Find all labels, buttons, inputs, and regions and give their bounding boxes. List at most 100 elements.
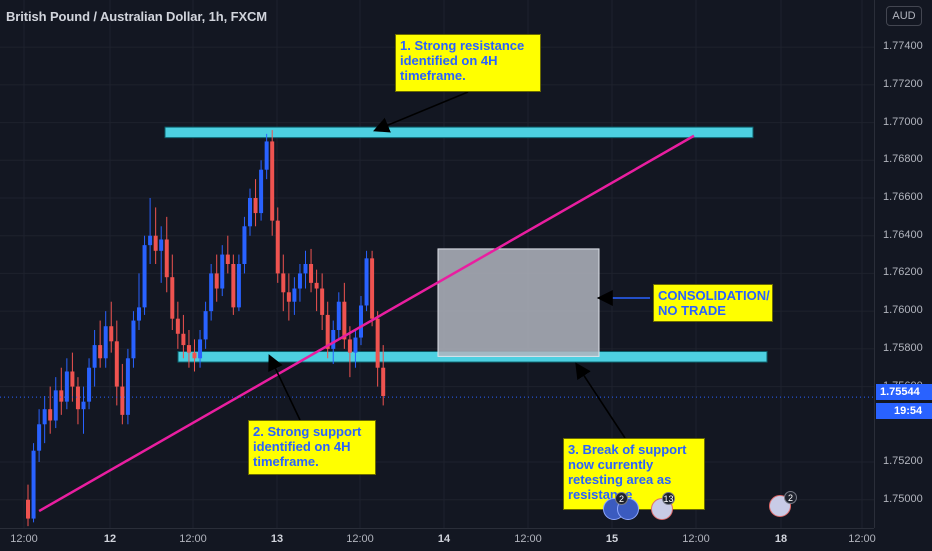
candle-body (142, 245, 147, 308)
candle (225, 235, 230, 274)
candle-body (59, 390, 64, 402)
candle (264, 133, 269, 180)
candle (248, 188, 252, 236)
candle (37, 409, 42, 462)
candle-body (375, 318, 380, 368)
zones-layer (164, 126, 768, 363)
candle (192, 339, 197, 372)
break-arrow (575, 362, 626, 439)
candle-body (275, 220, 280, 274)
candle (53, 377, 58, 429)
price-tick: 1.76800 (883, 153, 923, 166)
candle (64, 358, 69, 410)
candle (198, 330, 203, 368)
candle (48, 386, 53, 434)
candle (375, 311, 380, 387)
candle (181, 314, 186, 359)
candle (325, 301, 330, 359)
candle-body (309, 264, 314, 283)
price-tick: 1.76000 (883, 304, 923, 317)
candle-body (253, 198, 258, 214)
price-tick: 1.76200 (883, 266, 923, 279)
candle (270, 130, 275, 236)
candle (359, 296, 363, 346)
candle-body (192, 352, 197, 359)
time-tick: 13 (270, 533, 284, 545)
candle (242, 216, 247, 274)
support-note[interactable]: 2. Strong support identified on 4H timef… (248, 420, 376, 475)
candle-body (381, 367, 386, 396)
candle-body (164, 239, 169, 278)
chart-title: British Pound / Australian Dollar, 1h, F… (6, 9, 268, 24)
candles-layer (26, 130, 386, 527)
candle-body (325, 314, 330, 349)
candle-body (198, 339, 203, 359)
candle-body (70, 371, 75, 387)
candle (103, 311, 108, 368)
candle-body (259, 169, 264, 214)
candle (236, 254, 241, 312)
candle-body (137, 307, 141, 321)
resistance-note[interactable]: 1. Strong resistance identified on 4H ti… (395, 34, 541, 92)
candle-body (175, 318, 180, 334)
candle (109, 301, 114, 353)
candle (231, 254, 236, 315)
candle (92, 330, 97, 387)
candle-body (242, 226, 247, 264)
candle-body (153, 235, 158, 251)
candle-body (270, 141, 275, 221)
candle-body (236, 264, 241, 308)
time-axis[interactable]: 12:00 12 12:00 13 12:00 14 12:00 15 12:00 18 12:00 (0, 528, 876, 551)
candle-body (342, 301, 347, 340)
candle-body (370, 258, 375, 319)
candle-body (98, 345, 103, 359)
break-note[interactable]: 3. Break of support now currently retest… (563, 438, 705, 510)
time-tick: 15 (605, 533, 619, 545)
candle-body (87, 367, 92, 402)
candle (75, 377, 80, 425)
candle (209, 264, 214, 321)
candle-body (53, 390, 58, 421)
candle-body (37, 424, 42, 451)
price-tick: 1.77200 (883, 77, 923, 90)
candle-body (114, 341, 119, 387)
candle (59, 367, 64, 415)
candle (275, 207, 280, 283)
candle (297, 264, 302, 302)
resistance-arrow (373, 91, 469, 133)
candle-body (103, 326, 108, 359)
price-tick: 1.75000 (883, 492, 923, 505)
candle (175, 301, 180, 349)
candle (309, 248, 314, 293)
candle (31, 443, 36, 523)
candle (336, 292, 341, 340)
currency-button[interactable]: AUD (886, 6, 922, 26)
price-axis[interactable]: 1.77400 1.77200 1.77000 1.76800 1.76600 1.764… (874, 0, 932, 528)
candle (342, 282, 347, 349)
trendline-layer (0, 134, 874, 513)
candle (153, 207, 158, 264)
candle (159, 226, 164, 283)
candle (303, 250, 308, 289)
candle-body (64, 371, 69, 402)
candle (87, 358, 92, 410)
support-arrow (268, 354, 301, 421)
candle-body (231, 264, 236, 308)
candle (120, 363, 125, 425)
time-tick: 12:00 (10, 533, 38, 545)
candle-body (331, 330, 336, 349)
consolidation-box (437, 248, 600, 357)
time-tick: 12:00 (346, 533, 374, 545)
candle-body (170, 277, 175, 319)
candle (353, 330, 358, 368)
candle (259, 160, 264, 221)
time-tick: 14 (437, 533, 451, 545)
consolidation-note[interactable]: CONSOLIDATION/ NO TRADE RANGE. (653, 284, 773, 322)
candle-body (225, 254, 230, 264)
candle-body (353, 337, 358, 353)
candle-body (286, 292, 291, 302)
candle (26, 484, 30, 527)
candle (347, 326, 352, 378)
candle-body (31, 450, 36, 519)
